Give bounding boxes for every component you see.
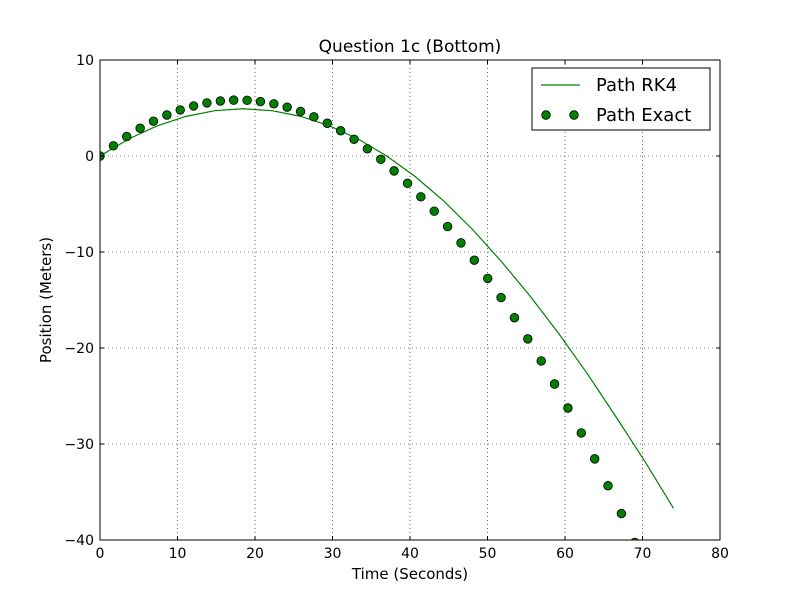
data-point-path-exact — [376, 154, 386, 165]
data-point-path-exact — [215, 96, 226, 106]
data-point-path-exact — [335, 126, 346, 136]
data-point-path-exact — [162, 110, 172, 120]
data-point-path-exact — [483, 273, 493, 284]
y-tick-label: −10 — [64, 245, 94, 261]
legend-frame — [531, 67, 711, 131]
data-point-path-exact — [563, 403, 573, 413]
data-point-path-exact — [456, 238, 466, 248]
legend: Path RK4 Path Exact — [531, 67, 711, 131]
data-point-path-exact — [549, 379, 560, 389]
x-tick-label: 20 — [246, 546, 264, 562]
y-tick-label: −40 — [64, 533, 94, 549]
x-tick-label: 40 — [401, 546, 419, 562]
data-point-path-exact — [202, 98, 212, 108]
data-point-path-exact — [616, 508, 627, 519]
data-point-path-exact — [576, 428, 586, 438]
data-point-path-exact — [108, 141, 119, 151]
x-tick-label: 50 — [479, 546, 497, 562]
y-axis-label: Position (Meters) — [37, 237, 55, 363]
grid — [100, 60, 720, 540]
data-point-path-exact — [442, 221, 453, 232]
data-point-path-exact — [589, 454, 600, 464]
data-point-path-exact — [536, 356, 546, 366]
data-point-path-exact — [122, 131, 132, 142]
y-tick-label: 0 — [85, 149, 94, 165]
data-point-path-exact — [148, 116, 159, 126]
x-tick-label: 30 — [324, 546, 342, 562]
data-point-path-exact — [402, 178, 413, 189]
series-line-path-rk4 — [100, 108, 675, 509]
data-point-path-exact — [523, 334, 533, 344]
data-point-path-exact — [509, 313, 520, 323]
legend-swatch-exact-marker — [569, 110, 579, 120]
data-point-path-exact — [469, 255, 480, 265]
data-point-path-exact — [175, 105, 185, 115]
y-tick-label: −20 — [64, 341, 94, 357]
x-tick-label: 80 — [711, 546, 729, 562]
legend-label-rk4: Path RK4 — [596, 75, 677, 96]
data-point-path-exact — [416, 192, 426, 202]
data-point-path-exact — [349, 134, 359, 145]
data-point-path-exact — [242, 95, 252, 106]
x-tick-label: 70 — [634, 546, 652, 562]
x-tick-label: 60 — [556, 546, 574, 562]
legend-label-exact: Path Exact — [596, 105, 691, 126]
x-axis-label: Time (Seconds) — [351, 565, 468, 583]
data-point-path-exact — [188, 101, 199, 111]
data-point-path-exact — [295, 106, 306, 117]
data-point-path-exact — [429, 206, 439, 216]
data-point-path-exact — [322, 118, 333, 128]
chart-title: Question 1c (Bottom) — [319, 37, 502, 57]
data-point-path-exact — [496, 292, 506, 303]
data-point-path-exact — [603, 481, 613, 491]
x-tick-label: 10 — [169, 546, 187, 562]
y-tick-label: 10 — [76, 53, 94, 69]
y-tick-label: −30 — [64, 437, 94, 453]
ticks: 0 10 20 30 40 50 60 70 80 −40 −30 −20 −10 0 10 — [64, 53, 728, 562]
data-point-path-exact — [135, 123, 145, 133]
data-point-path-exact — [282, 102, 292, 112]
data-point-path-exact — [269, 99, 279, 109]
data-point-path-exact — [255, 96, 266, 107]
x-tick-label: 0 — [96, 546, 105, 562]
data-point-path-exact — [228, 95, 239, 105]
data-point-path-exact — [309, 112, 319, 122]
data-point-path-exact — [362, 144, 373, 154]
data-point-path-exact — [389, 166, 399, 176]
legend-swatch-exact-marker — [541, 110, 551, 120]
